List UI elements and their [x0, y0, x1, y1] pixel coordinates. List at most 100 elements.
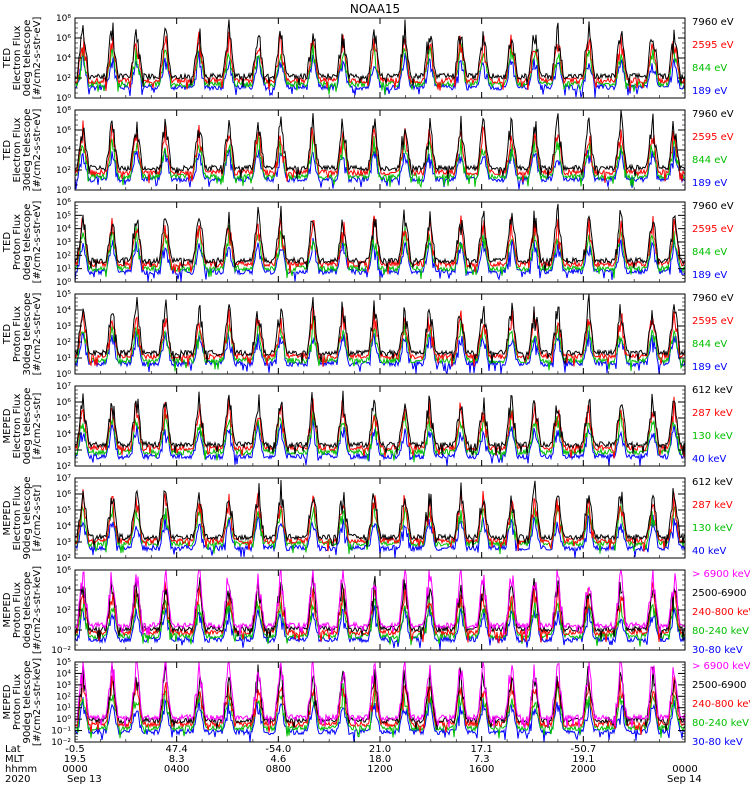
ylabel-line: [#/cm2-s-str-eV]	[32, 292, 43, 376]
panel-6-ylabel: MEPED Electron Flux 90deg telescope [#/cm2-…	[2, 473, 47, 563]
ytick-label: 10⁴	[56, 586, 71, 596]
ytick-label: 10²	[56, 462, 71, 472]
series-1-trace	[75, 203, 685, 271]
xaxis-row-label: MLT	[5, 754, 24, 765]
xtick-lat-label: -50.7	[570, 744, 597, 755]
ytick-label: 10⁰	[56, 186, 71, 196]
ytick-label: 10⁴	[56, 669, 71, 679]
ytick-label: 10⁰	[56, 715, 71, 725]
xtick-hhmm-label: 0000	[672, 764, 698, 775]
ylabel-line: [#/cm2-s-str-keV]	[32, 565, 43, 655]
series-4-trace	[75, 418, 685, 466]
ylabel-line: [#/cm2-s-str-keV]	[32, 657, 43, 747]
panel-4: 10⁰ 10¹ 10² 10³ 10⁴ 10⁵	[56, 290, 686, 380]
xaxis-row-label: hhmm	[5, 764, 38, 775]
xtick-mlt-label: 19.1	[572, 754, 595, 765]
ytick-label: 10²	[56, 338, 71, 348]
panel-7-ylabel: MEPED Proton Flux 0deg telescope [#/cm2-s-s…	[2, 565, 47, 655]
ytick-label: 10⁷	[56, 382, 71, 392]
legend-entry: 2500-6900	[692, 588, 747, 599]
xtick-mlt-label: 18.0	[368, 754, 392, 765]
series-4-trace	[75, 683, 685, 739]
series-1-trace	[75, 19, 685, 87]
legend-entry: 7960 eV	[692, 201, 734, 212]
ytick-label: 10⁴	[56, 306, 71, 316]
ytick-label: 10⁶	[56, 490, 71, 500]
series-5-trace	[75, 697, 685, 742]
legend-entry: 7960 eV	[692, 17, 734, 28]
legend-entry: 2595 eV	[692, 40, 734, 51]
ytick-label: 10⁰	[56, 370, 71, 380]
panel-7: 10⁻² 10⁰ 10² 10⁴ 10⁶	[51, 566, 686, 656]
xtick-lat-label: -54.0	[265, 744, 292, 755]
ylabel-line: [#/cm2-s-str-eV]	[32, 200, 43, 284]
legend-entry: 189 eV	[692, 178, 728, 189]
ytick-label: 10²	[56, 554, 71, 564]
legend-entry: 30-80 keV	[692, 737, 743, 748]
panel-4-traces	[75, 294, 685, 374]
ytick-label: 10³	[56, 238, 71, 248]
legend-entry: 30-80 keV	[692, 645, 743, 656]
panel-3-ylabel: TED Proton Flux 0deg telescope [#/cm2-s-str…	[2, 197, 47, 287]
legend-entry: 189 eV	[692, 270, 728, 281]
ytick-label: 10³	[56, 322, 71, 332]
legend-entry: 844 eV	[692, 63, 728, 74]
series-2-trace	[75, 31, 685, 92]
legend-entry: 40 keV	[692, 546, 727, 557]
ylabel-line: [#/cm2-s-str]	[32, 392, 43, 460]
legend-entry: 189 eV	[692, 362, 728, 373]
xtick-hhmm-label: 0800	[265, 764, 292, 775]
chart-title: NOAA15	[349, 2, 401, 16]
legend-entry: 2595 eV	[692, 224, 734, 235]
ytick-label: 10⁴	[56, 522, 71, 532]
ytick-label: 10⁵	[56, 658, 71, 668]
panel-7-traces	[75, 570, 685, 650]
legend-entry: 40 keV	[692, 454, 727, 465]
ytick-label: 10⁶	[56, 198, 71, 208]
date-end-label: Sep 14	[667, 774, 702, 785]
ytick-label: 10⁴	[56, 54, 71, 64]
ytick-label: 10³	[56, 446, 71, 456]
series-1-trace	[75, 390, 685, 457]
panel-6-traces	[75, 479, 685, 558]
xtick-mlt-label: 7.3	[473, 754, 490, 765]
ylabel-line: [#/cm2-s-str-eV]	[32, 108, 43, 192]
series-1-trace	[75, 662, 685, 730]
ytick-label: 10¹	[56, 354, 71, 364]
legend-entry: 844 eV	[692, 339, 728, 350]
series-4-trace	[75, 330, 685, 374]
legend-entry: 240-800 keV	[692, 607, 750, 618]
ytick-label: 10⁻¹	[51, 727, 71, 737]
series-3-trace	[75, 315, 685, 372]
ytick-label: 10⁰	[56, 94, 71, 104]
xtick-hhmm-label: 0400	[163, 764, 190, 775]
xtick-mlt-label: 19.5	[63, 754, 87, 765]
legend-entry: 844 eV	[692, 247, 728, 258]
panel-2-frame	[74, 109, 686, 191]
legend-entry: 612 keV	[692, 477, 733, 488]
legend-entry: 287 keV	[692, 500, 733, 511]
ytick-label: 10⁵	[56, 506, 71, 516]
ytick-label: 10⁻²	[51, 738, 71, 748]
xtick-mlt-label: 4.6	[270, 754, 287, 765]
legend-entry: 130 keV	[692, 523, 733, 534]
ytick-label: 10⁶	[56, 566, 71, 576]
ytick-label: 10⁰	[56, 278, 71, 288]
xtick-lat-label: 21.0	[368, 744, 392, 755]
legend-entry: 240-800 keV	[692, 699, 750, 710]
ytick-label: 10⁶	[56, 34, 71, 44]
xtick-hhmm-label: 0000	[62, 764, 88, 775]
panel-4-ylabel: TED Proton Flux 30deg telescope [#/cm2-s-st…	[2, 289, 47, 379]
legend-entry: 189 eV	[692, 86, 728, 97]
xtick-hhmm-label: 1200	[367, 764, 393, 775]
ytick-label: 10²	[56, 692, 71, 702]
ytick-label: 10⁵	[56, 211, 71, 221]
panel-1: 10⁰ 10² 10⁴ 10⁶ 10⁸	[56, 14, 686, 104]
series-2-trace	[75, 396, 685, 459]
series-1-trace	[75, 110, 685, 179]
series-1-trace	[75, 294, 685, 366]
ytick-label: 10²	[56, 251, 71, 261]
ylabel-line: [#/cm2-s-str]	[32, 484, 43, 552]
